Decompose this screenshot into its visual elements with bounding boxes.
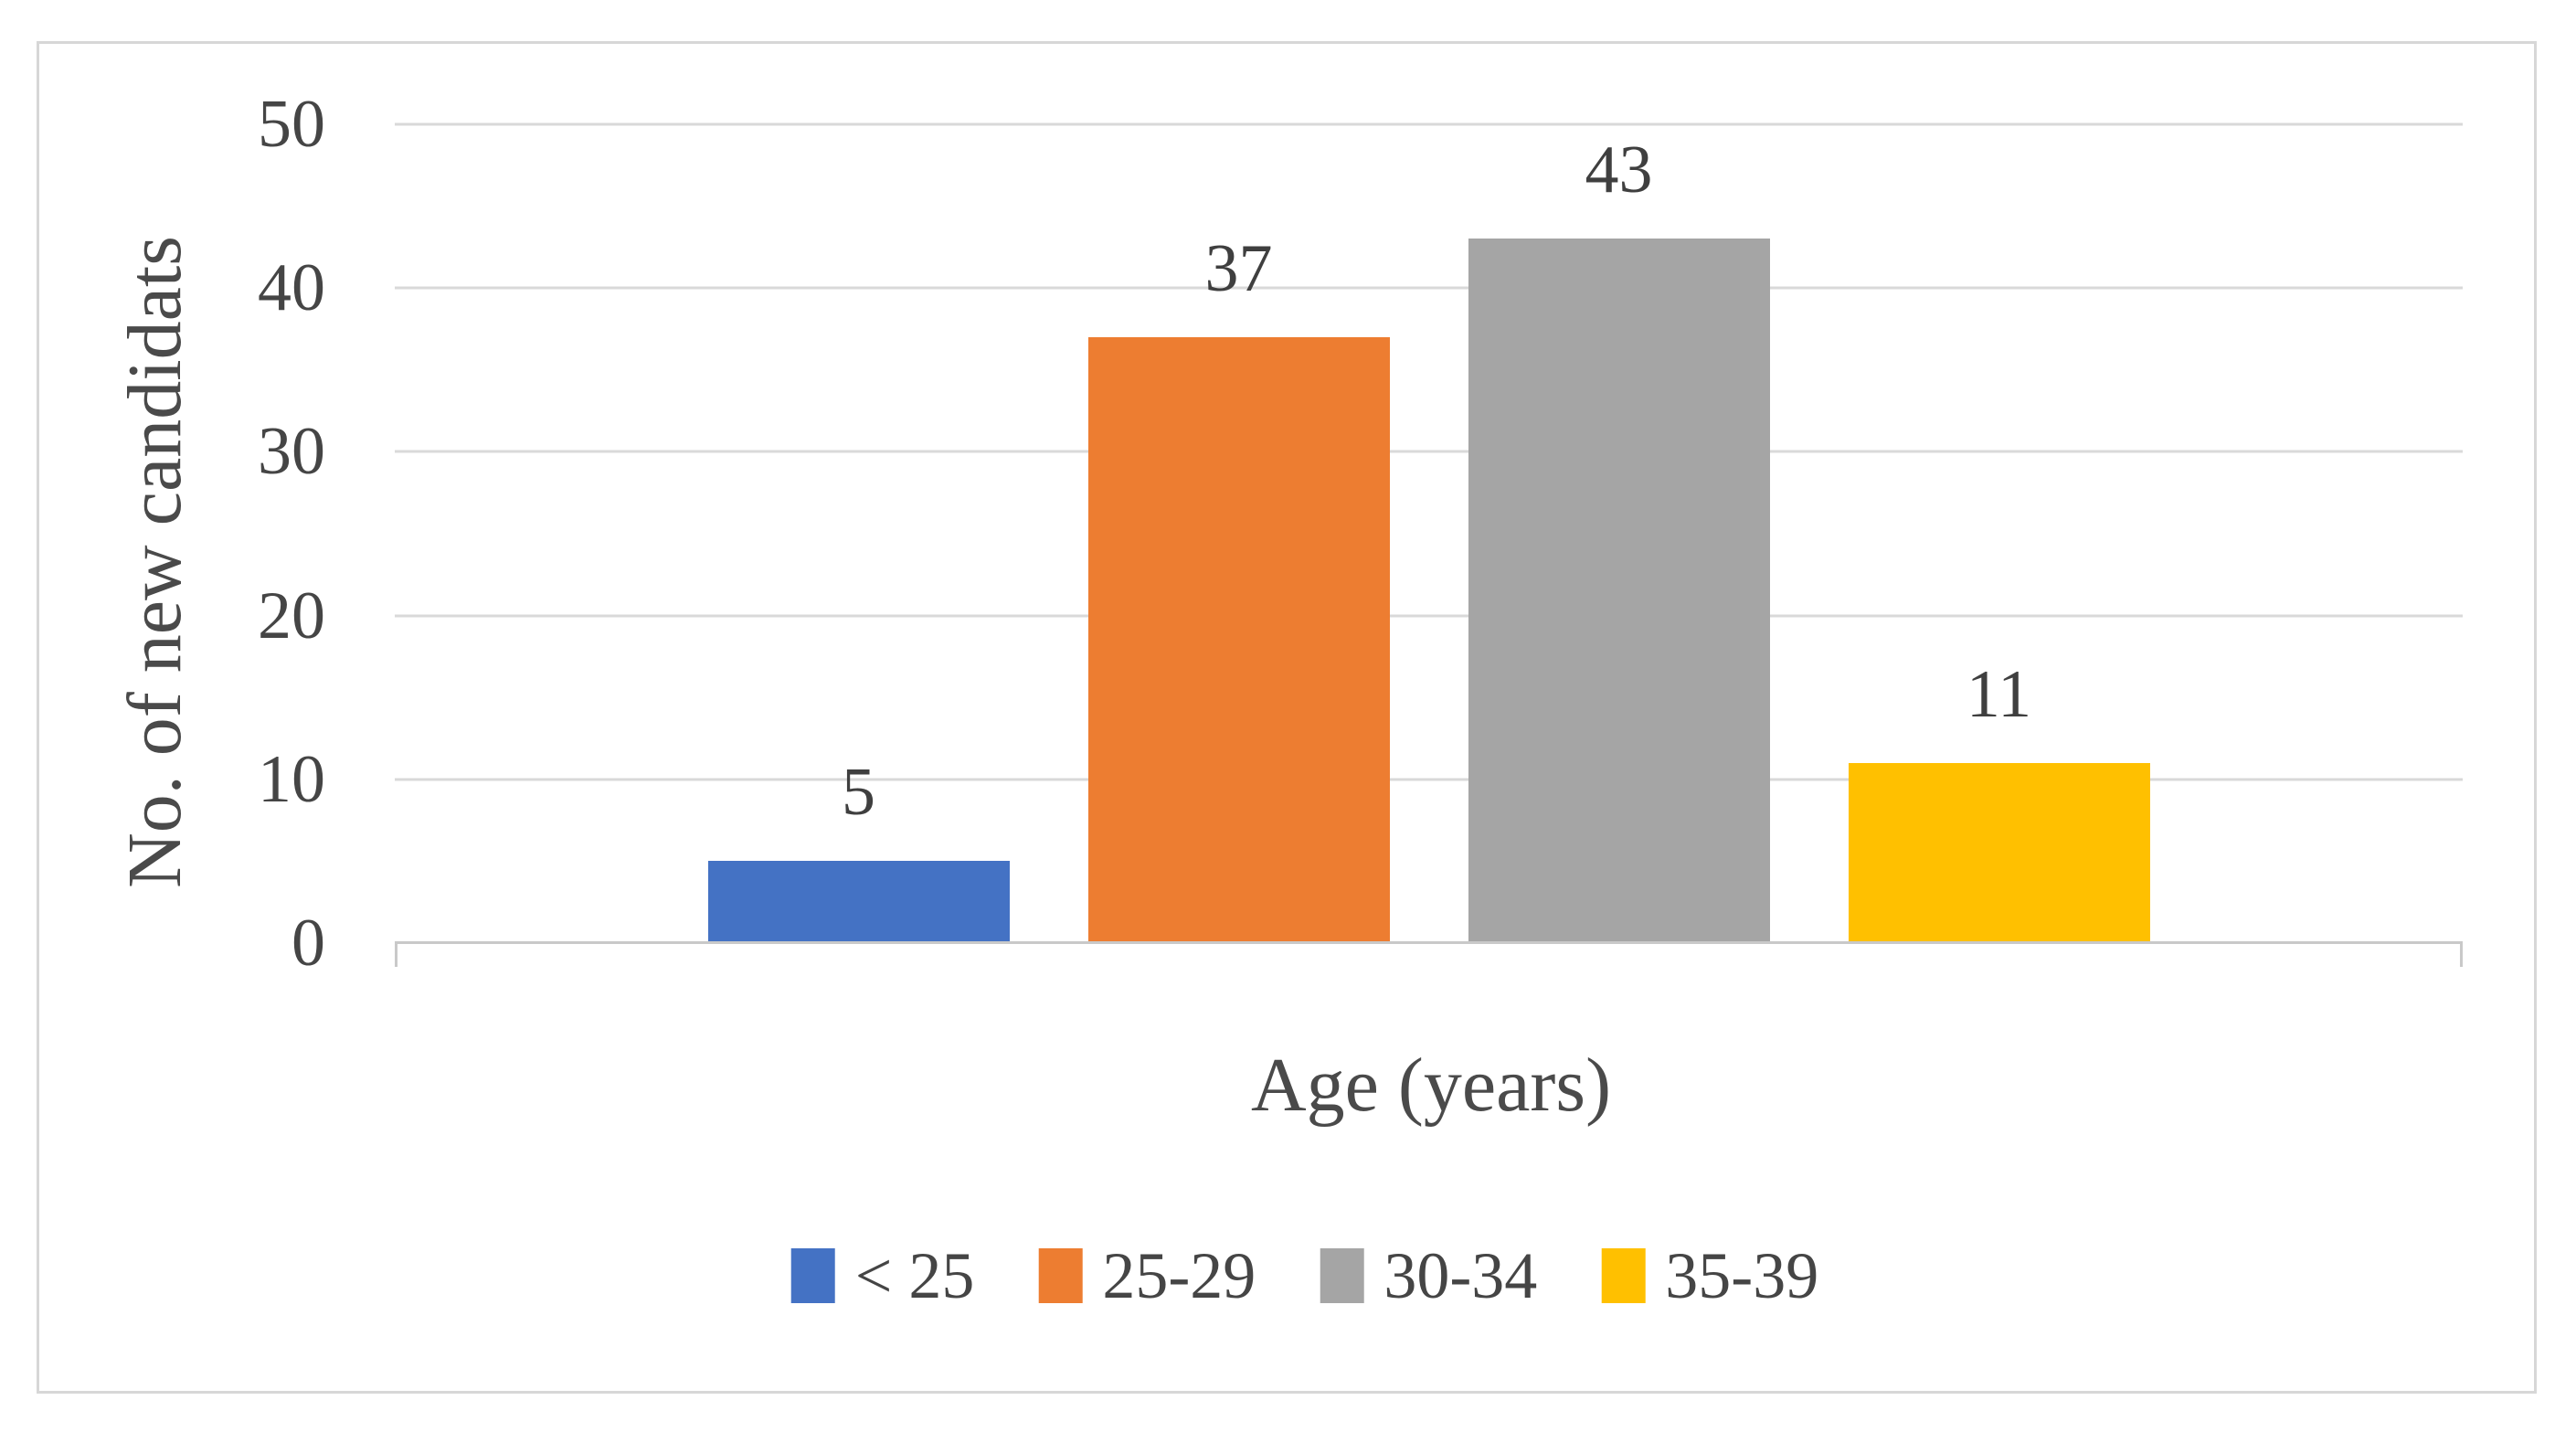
bar-data-label: 43: [1585, 133, 1653, 208]
gridline: [395, 450, 2463, 453]
legend-item: 25-29: [1038, 1243, 1256, 1309]
y-axis-tick-label: 20: [258, 578, 325, 653]
legend-swatch-icon: [1320, 1248, 1364, 1303]
legend-label: 30-34: [1383, 1239, 1538, 1312]
y-axis-title: No. of new candidats: [112, 236, 197, 888]
legend-label: 25-29: [1102, 1239, 1256, 1312]
y-axis-tick-label: 30: [258, 414, 325, 490]
bar: [1468, 239, 1770, 943]
bar: [707, 861, 1010, 943]
plot-area: 0 10 20 30 40 50 5 37 43 11: [258, 90, 2463, 977]
x-axis-title: Age (years): [1250, 1043, 1612, 1128]
x-axis-right-tick: [2460, 943, 2463, 967]
legend: < 25 25-29 30-34 35-39: [790, 1239, 1818, 1312]
legend-swatch-icon: [1601, 1248, 1646, 1303]
bar-group-30-34: 43: [1468, 136, 1770, 943]
bar-data-label: 11: [1966, 656, 2032, 732]
legend-swatch-icon: [1038, 1248, 1083, 1303]
y-axis-tick-label: 0: [292, 906, 325, 981]
legend-item: 35-39: [1601, 1243, 1818, 1309]
bar-group-35-39: 11: [1848, 661, 2150, 943]
legend-swatch-icon: [790, 1248, 835, 1303]
y-axis-tick-label: 10: [258, 741, 325, 817]
bars: 5 37 43 11: [395, 124, 2463, 943]
gridline: [395, 614, 2463, 618]
legend-item: 30-34: [1320, 1243, 1537, 1309]
bar-group-25-29: 37: [1087, 235, 1390, 943]
bar-group-< 25: 5: [707, 758, 1010, 943]
y-axis-tick-label: 50: [258, 87, 325, 162]
gridline: [395, 778, 2463, 781]
x-axis-line: [395, 941, 2463, 944]
legend-item: < 25: [790, 1239, 975, 1312]
gridline: [395, 286, 2463, 290]
x-axis-left-tick: [395, 943, 398, 967]
y-axis-tick-label: 40: [258, 250, 325, 326]
bar-data-label: 37: [1204, 230, 1273, 306]
bar: [1848, 762, 2150, 943]
legend-label: < 25: [854, 1239, 975, 1312]
bar: [1087, 336, 1390, 943]
legend-label: 35-39: [1665, 1239, 1819, 1312]
gridline: [395, 122, 2463, 126]
bar-data-label: 5: [842, 755, 875, 831]
